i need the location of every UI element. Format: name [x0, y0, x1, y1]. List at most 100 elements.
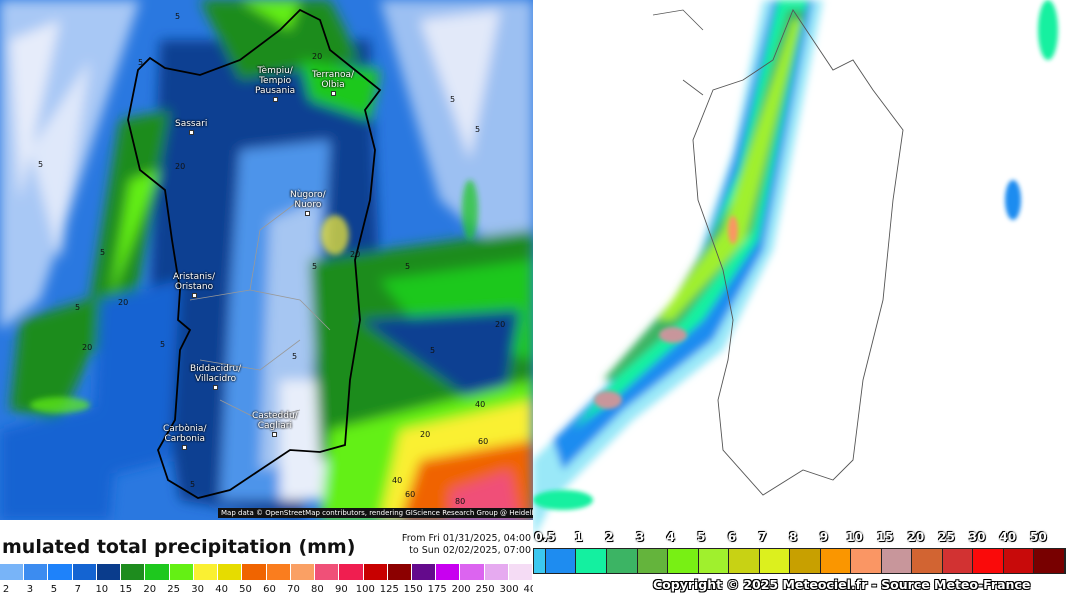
contour-label: 5 — [312, 262, 318, 271]
contour-label: 20 — [350, 250, 361, 259]
legend-swatch — [973, 549, 1004, 573]
legend-swatch — [169, 564, 194, 580]
contour-label: 60 — [405, 490, 416, 499]
legend-label: 90 — [334, 584, 348, 595]
legend-swatch — [121, 564, 146, 580]
legend-swatch — [820, 549, 852, 573]
legend-swatch — [96, 564, 122, 580]
legend-swatch — [193, 564, 219, 580]
legend-swatch — [576, 549, 608, 573]
contour-label: 60 — [478, 437, 489, 446]
legend-label: 60 — [263, 584, 276, 595]
legend-swatch — [24, 564, 49, 580]
legend-swatch — [790, 549, 821, 573]
contour-label: 5 — [100, 248, 106, 257]
legend-swatch — [242, 564, 267, 580]
legend-label: 9 — [819, 530, 829, 544]
legend-label: 7 — [758, 530, 767, 544]
legend-swatch — [484, 564, 509, 580]
legend-swatch — [218, 564, 243, 580]
legend-swatch — [545, 549, 577, 573]
legend-swatch — [881, 549, 913, 573]
legend-swatch — [637, 549, 669, 573]
legend-swatch — [339, 564, 364, 580]
meteociel-precipitation-panel: 0.5 1 2 3 4 5 6 7 8 9 10 15 20 25 30 40 50 Copyright © 2… — [533, 0, 1066, 600]
legend-label: 7 — [74, 584, 82, 595]
contour-label: 5 — [38, 160, 44, 169]
copyright-text: Copyright © 2025 Meteociel.fr - Source M… — [653, 577, 1031, 592]
legend-label: 0.5 — [534, 530, 556, 544]
accumulated-precipitation-panel: Tèmpiu/ Tempio Pausania Terranoa/ Olbia … — [0, 0, 543, 598]
contour-label: 40 — [475, 400, 486, 409]
city-label: Biddacidru/ Villacidro — [190, 364, 242, 384]
contour-label: 20 — [420, 430, 431, 439]
legend-label: 15 — [119, 584, 133, 595]
city-label: Aristanis/ Oristano — [173, 272, 216, 292]
legend-label: 40 — [215, 584, 228, 595]
city-label: Terranoa/ Olbia — [312, 70, 355, 90]
legend-swatch — [48, 564, 73, 580]
radar-legend-labels: 0.5 1 2 3 4 5 6 7 8 9 10 15 20 25 30 40 50 — [533, 530, 1066, 546]
sardinia-coastline — [127, 8, 382, 499]
legend-label: 4 — [666, 530, 675, 544]
radar-legend-bar — [533, 548, 1066, 574]
period-to: to Sun 02/02/2025, 07:00 — [409, 545, 531, 556]
city-carbonia: Carbònia/ Carbonia — [163, 424, 206, 450]
contour-label: 20 — [495, 320, 506, 329]
legend-label: 50 — [1030, 530, 1047, 544]
contour-label: 5 — [160, 340, 166, 349]
legend-label: 2 — [2, 584, 10, 595]
legend-swatch — [508, 564, 534, 580]
legend-swatch — [387, 564, 412, 580]
city-label: Sassari — [175, 119, 208, 129]
radar-precipitation-map — [533, 0, 1058, 540]
legend-swatch — [698, 549, 730, 573]
legend-swatch — [942, 549, 974, 573]
city-oristano: Aristanis/ Oristano — [173, 272, 215, 298]
legend-label: 20 — [143, 584, 157, 595]
legend-swatch — [729, 549, 760, 573]
contour-label: 5 — [175, 12, 181, 21]
contour-label: 5 — [405, 262, 411, 271]
legend-label: 3 — [635, 530, 645, 544]
contour-label: 5 — [450, 95, 456, 104]
city-cagliari: Casteddu/ Cagliari — [252, 411, 298, 437]
legend-label: 5 — [697, 530, 706, 544]
legend-swatch — [0, 564, 25, 580]
city-sassari: Sassari — [175, 119, 207, 135]
legend-label: 70 — [287, 584, 300, 595]
city-label: Nùgoro/ Nuoro — [290, 190, 326, 210]
legend-label: 300 — [499, 584, 519, 595]
precipitation-legend-labels: 2 3 5 7 10 15 20 25 30 40 50 60 70 80 90 100 125 150 175 20… — [0, 584, 543, 598]
legend-swatch — [912, 549, 943, 573]
legend-swatch — [759, 549, 791, 573]
city-tempio-pausania: Tèmpiu/ Tempio Pausania — [255, 66, 295, 102]
contour-label: 5 — [190, 480, 196, 489]
contour-label: 20 — [82, 343, 93, 352]
city-villacidro: Biddacidru/ Villacidro — [190, 364, 241, 390]
legend-label: 30 — [968, 530, 986, 544]
contour-label: 20 — [175, 162, 186, 171]
contour-label: 40 — [392, 476, 403, 485]
legend-swatch — [668, 549, 699, 573]
contour-label: 5 — [292, 352, 298, 361]
legend-swatch — [145, 564, 170, 580]
legend-label: 8 — [789, 530, 798, 544]
legend-swatch — [411, 564, 437, 580]
precipitation-map — [0, 0, 533, 520]
legend-swatch — [607, 549, 638, 573]
city-nuoro: Nùgoro/ Nuoro — [290, 190, 326, 216]
legend-swatch — [1034, 549, 1065, 573]
legend-label: 10 — [846, 530, 863, 544]
legend-label: 10 — [95, 584, 109, 595]
legend-label: 2 — [605, 530, 614, 544]
legend-label: 25 — [167, 584, 181, 595]
legend-label: 175 — [427, 584, 447, 595]
city-label: Carbònia/ Carbonia — [163, 424, 207, 444]
legend-swatch — [436, 564, 461, 580]
map-attribution: Map data © OpenStreetMap contributors, r… — [218, 508, 533, 518]
legend-swatch — [266, 564, 291, 580]
legend-swatch — [460, 564, 485, 580]
legend-label: 40 — [999, 530, 1017, 544]
contour-label: 80 — [455, 497, 466, 506]
